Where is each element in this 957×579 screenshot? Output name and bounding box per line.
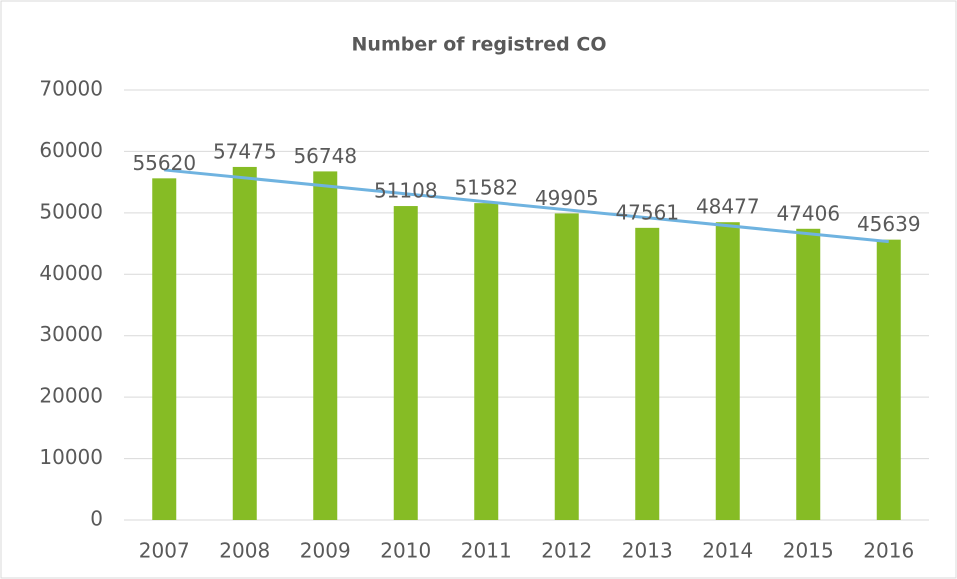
bar [152, 178, 177, 520]
data-label: 51108 [374, 179, 438, 203]
y-tick-label: 50000 [39, 199, 103, 223]
bar [232, 166, 257, 521]
x-tick-label: 2013 [622, 539, 673, 563]
x-tick-label: 2015 [783, 539, 834, 563]
bar [876, 239, 901, 520]
data-label: 51582 [454, 176, 518, 200]
y-tick-label: 0 [90, 507, 103, 531]
y-tick-label: 60000 [39, 138, 103, 162]
x-tick-label: 2010 [380, 539, 431, 563]
bar [393, 206, 418, 521]
x-tick-label: 2014 [702, 539, 753, 563]
bar [635, 227, 660, 520]
bar [796, 228, 821, 520]
data-label: 47406 [776, 201, 840, 225]
bar [474, 203, 499, 520]
data-label: 45639 [857, 212, 921, 236]
y-tick-label: 20000 [39, 384, 103, 408]
x-tick-label: 2008 [219, 539, 270, 563]
y-tick-label: 40000 [39, 261, 103, 285]
bar [554, 213, 579, 520]
data-label: 48477 [696, 195, 760, 219]
x-tick-label: 2012 [541, 539, 592, 563]
data-label: 47561 [615, 200, 679, 224]
x-tick-label: 2016 [863, 539, 914, 563]
trendline [164, 168, 889, 244]
x-tick-label: 2011 [461, 539, 512, 563]
bar [715, 222, 740, 520]
bar [313, 171, 338, 520]
chart-title: Number of registred CO [352, 34, 607, 56]
y-tick-label: 70000 [39, 77, 103, 101]
x-tick-label: 2009 [300, 539, 351, 563]
x-tick-label: 2007 [139, 539, 190, 563]
data-label: 55620 [132, 151, 196, 175]
data-label: 57475 [213, 139, 277, 163]
y-tick-label: 10000 [39, 445, 103, 469]
data-label: 56748 [293, 144, 357, 168]
y-tick-label: 30000 [39, 322, 103, 346]
data-label: 49905 [535, 186, 599, 210]
